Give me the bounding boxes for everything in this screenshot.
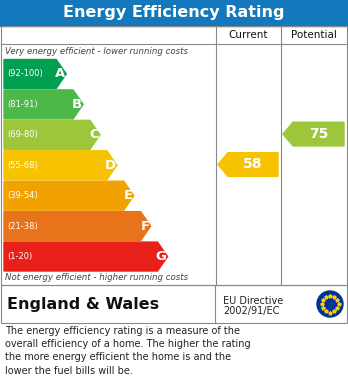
- Text: (81-91): (81-91): [7, 100, 38, 109]
- Text: E: E: [124, 189, 133, 202]
- FancyBboxPatch shape: [0, 0, 348, 26]
- Text: D: D: [105, 159, 116, 172]
- Text: EU Directive: EU Directive: [223, 296, 283, 306]
- Text: (1-20): (1-20): [7, 252, 32, 261]
- Polygon shape: [4, 59, 66, 88]
- Polygon shape: [4, 90, 83, 119]
- Text: The energy efficiency rating is a measure of the
overall efficiency of a home. T: The energy efficiency rating is a measur…: [5, 326, 251, 376]
- Text: F: F: [141, 220, 150, 233]
- Text: 2002/91/EC: 2002/91/EC: [223, 306, 279, 316]
- Text: (39-54): (39-54): [7, 191, 38, 200]
- Polygon shape: [218, 152, 278, 176]
- Polygon shape: [4, 181, 134, 210]
- Text: B: B: [72, 98, 82, 111]
- Text: Very energy efficient - lower running costs: Very energy efficient - lower running co…: [5, 47, 188, 56]
- Polygon shape: [4, 242, 167, 271]
- Text: C: C: [89, 128, 99, 141]
- Text: (92-100): (92-100): [7, 70, 43, 79]
- Text: (69-80): (69-80): [7, 130, 38, 139]
- Text: Potential: Potential: [291, 30, 337, 40]
- Text: 58: 58: [243, 158, 263, 172]
- Polygon shape: [4, 120, 100, 149]
- Text: G: G: [156, 250, 167, 263]
- Text: Energy Efficiency Rating: Energy Efficiency Rating: [63, 5, 285, 20]
- Text: England & Wales: England & Wales: [7, 296, 159, 312]
- Circle shape: [317, 291, 343, 317]
- Text: A: A: [55, 68, 65, 81]
- Text: 75: 75: [309, 127, 328, 141]
- Text: (55-68): (55-68): [7, 161, 38, 170]
- Polygon shape: [4, 212, 151, 240]
- Text: (21-38): (21-38): [7, 222, 38, 231]
- Polygon shape: [283, 122, 344, 146]
- FancyBboxPatch shape: [1, 285, 347, 323]
- Text: Current: Current: [228, 30, 268, 40]
- Polygon shape: [4, 151, 117, 180]
- Text: Not energy efficient - higher running costs: Not energy efficient - higher running co…: [5, 273, 188, 283]
